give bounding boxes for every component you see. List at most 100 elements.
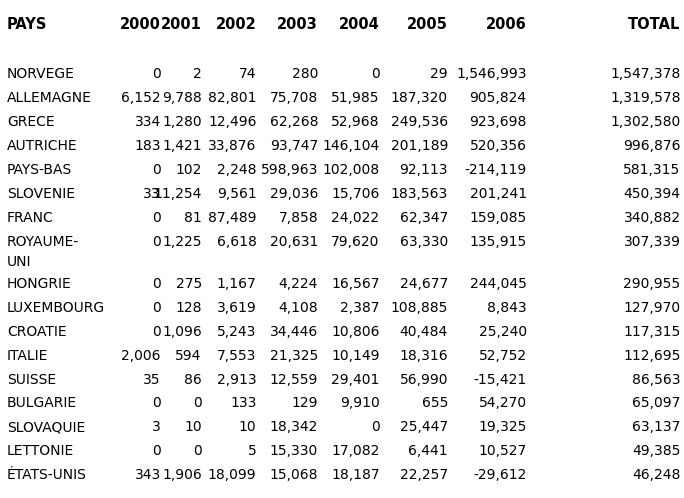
Text: 15,330: 15,330 (269, 444, 318, 458)
Text: 1,280: 1,280 (162, 115, 202, 129)
Text: 2,248: 2,248 (217, 163, 256, 177)
Text: 1,225: 1,225 (162, 235, 202, 249)
Text: 5: 5 (248, 444, 256, 458)
Text: 3: 3 (152, 420, 161, 434)
Text: 2000: 2000 (120, 17, 161, 32)
Text: 183,563: 183,563 (391, 187, 448, 201)
Text: 905,824: 905,824 (469, 91, 527, 105)
Text: SLOVENIE: SLOVENIE (7, 187, 75, 201)
Text: 51,985: 51,985 (331, 91, 380, 105)
Text: PAYS: PAYS (7, 17, 47, 32)
Text: 0: 0 (152, 277, 161, 291)
Text: SUISSE: SUISSE (7, 373, 56, 386)
Text: 2001: 2001 (161, 17, 202, 32)
Text: 25,240: 25,240 (479, 325, 527, 339)
Text: 108,885: 108,885 (391, 301, 448, 315)
Text: 33,876: 33,876 (208, 139, 256, 153)
Text: 2004: 2004 (339, 17, 380, 32)
Text: 0: 0 (152, 235, 161, 249)
Text: 33: 33 (143, 187, 161, 201)
Text: -15,421: -15,421 (473, 373, 527, 386)
Text: 594: 594 (175, 349, 202, 363)
Text: 0: 0 (371, 420, 380, 434)
Text: 10,149: 10,149 (331, 349, 380, 363)
Text: 0: 0 (152, 211, 161, 225)
Text: GRECE: GRECE (7, 115, 55, 129)
Text: 7,553: 7,553 (217, 349, 256, 363)
Text: 0: 0 (152, 444, 161, 458)
Text: BULGARIE: BULGARIE (7, 396, 77, 410)
Text: 0: 0 (193, 444, 202, 458)
Text: 0: 0 (152, 163, 161, 177)
Text: 18,342: 18,342 (269, 420, 318, 434)
Text: 334: 334 (135, 115, 161, 129)
Text: 187,320: 187,320 (391, 91, 448, 105)
Text: 87,489: 87,489 (208, 211, 256, 225)
Text: 5,243: 5,243 (217, 325, 256, 339)
Text: 450,394: 450,394 (624, 187, 681, 201)
Text: 25,447: 25,447 (400, 420, 448, 434)
Text: 135,915: 135,915 (469, 235, 527, 249)
Text: 7,858: 7,858 (278, 211, 318, 225)
Text: 24,022: 24,022 (332, 211, 380, 225)
Text: 1,319,578: 1,319,578 (610, 91, 681, 105)
Text: 1,167: 1,167 (217, 277, 256, 291)
Text: 2,006: 2,006 (121, 349, 161, 363)
Text: 24,677: 24,677 (399, 277, 448, 291)
Text: 520,356: 520,356 (470, 139, 527, 153)
Text: 280: 280 (291, 67, 318, 81)
Text: 17,082: 17,082 (331, 444, 380, 458)
Text: 9,910: 9,910 (340, 396, 380, 410)
Text: 52,752: 52,752 (479, 349, 527, 363)
Text: 86,563: 86,563 (632, 373, 681, 386)
Text: 29,401: 29,401 (331, 373, 380, 386)
Text: ITALIE: ITALIE (7, 349, 48, 363)
Text: HONGRIE: HONGRIE (7, 277, 72, 291)
Text: 34,446: 34,446 (269, 325, 318, 339)
Text: 1,547,378: 1,547,378 (610, 67, 681, 81)
Text: 0: 0 (152, 301, 161, 315)
Text: 2006: 2006 (486, 17, 527, 32)
Text: 1,096: 1,096 (162, 325, 202, 339)
Text: 10: 10 (184, 420, 202, 434)
Text: 22,257: 22,257 (400, 468, 448, 482)
Text: 18,099: 18,099 (208, 468, 256, 482)
Text: 598,963: 598,963 (261, 163, 318, 177)
Text: 52,968: 52,968 (331, 115, 380, 129)
Text: 20,631: 20,631 (269, 235, 318, 249)
Text: 0: 0 (152, 67, 161, 81)
Text: 65,097: 65,097 (632, 396, 681, 410)
Text: 29,036: 29,036 (269, 187, 318, 201)
Text: 1,302,580: 1,302,580 (610, 115, 681, 129)
Text: PAYS-BAS: PAYS-BAS (7, 163, 72, 177)
Text: 49,385: 49,385 (632, 444, 681, 458)
Text: 249,536: 249,536 (391, 115, 448, 129)
Text: 9,561: 9,561 (217, 187, 256, 201)
Text: 0: 0 (152, 325, 161, 339)
Text: 102: 102 (175, 163, 202, 177)
Text: 29: 29 (430, 67, 448, 81)
Text: 15,068: 15,068 (269, 468, 318, 482)
Text: 127,970: 127,970 (623, 301, 681, 315)
Text: 307,339: 307,339 (624, 235, 681, 249)
Text: 1,906: 1,906 (162, 468, 202, 482)
Text: FRANC: FRANC (7, 211, 53, 225)
Text: 10,527: 10,527 (478, 444, 527, 458)
Text: 1,546,993: 1,546,993 (456, 67, 527, 81)
Text: 63,330: 63,330 (399, 235, 448, 249)
Text: 21,325: 21,325 (269, 349, 318, 363)
Text: 2002: 2002 (215, 17, 256, 32)
Text: -214,119: -214,119 (464, 163, 527, 177)
Text: 8,843: 8,843 (487, 301, 527, 315)
Text: 0: 0 (371, 67, 380, 81)
Text: 102,008: 102,008 (322, 163, 380, 177)
Text: LUXEMBOURG: LUXEMBOURG (7, 301, 105, 315)
Text: 923,698: 923,698 (469, 115, 527, 129)
Text: AUTRICHE: AUTRICHE (7, 139, 77, 153)
Text: 201,241: 201,241 (469, 187, 527, 201)
Text: 81: 81 (184, 211, 202, 225)
Text: 46,248: 46,248 (632, 468, 681, 482)
Text: 15,706: 15,706 (331, 187, 380, 201)
Text: 35: 35 (143, 373, 161, 386)
Text: 183: 183 (134, 139, 161, 153)
